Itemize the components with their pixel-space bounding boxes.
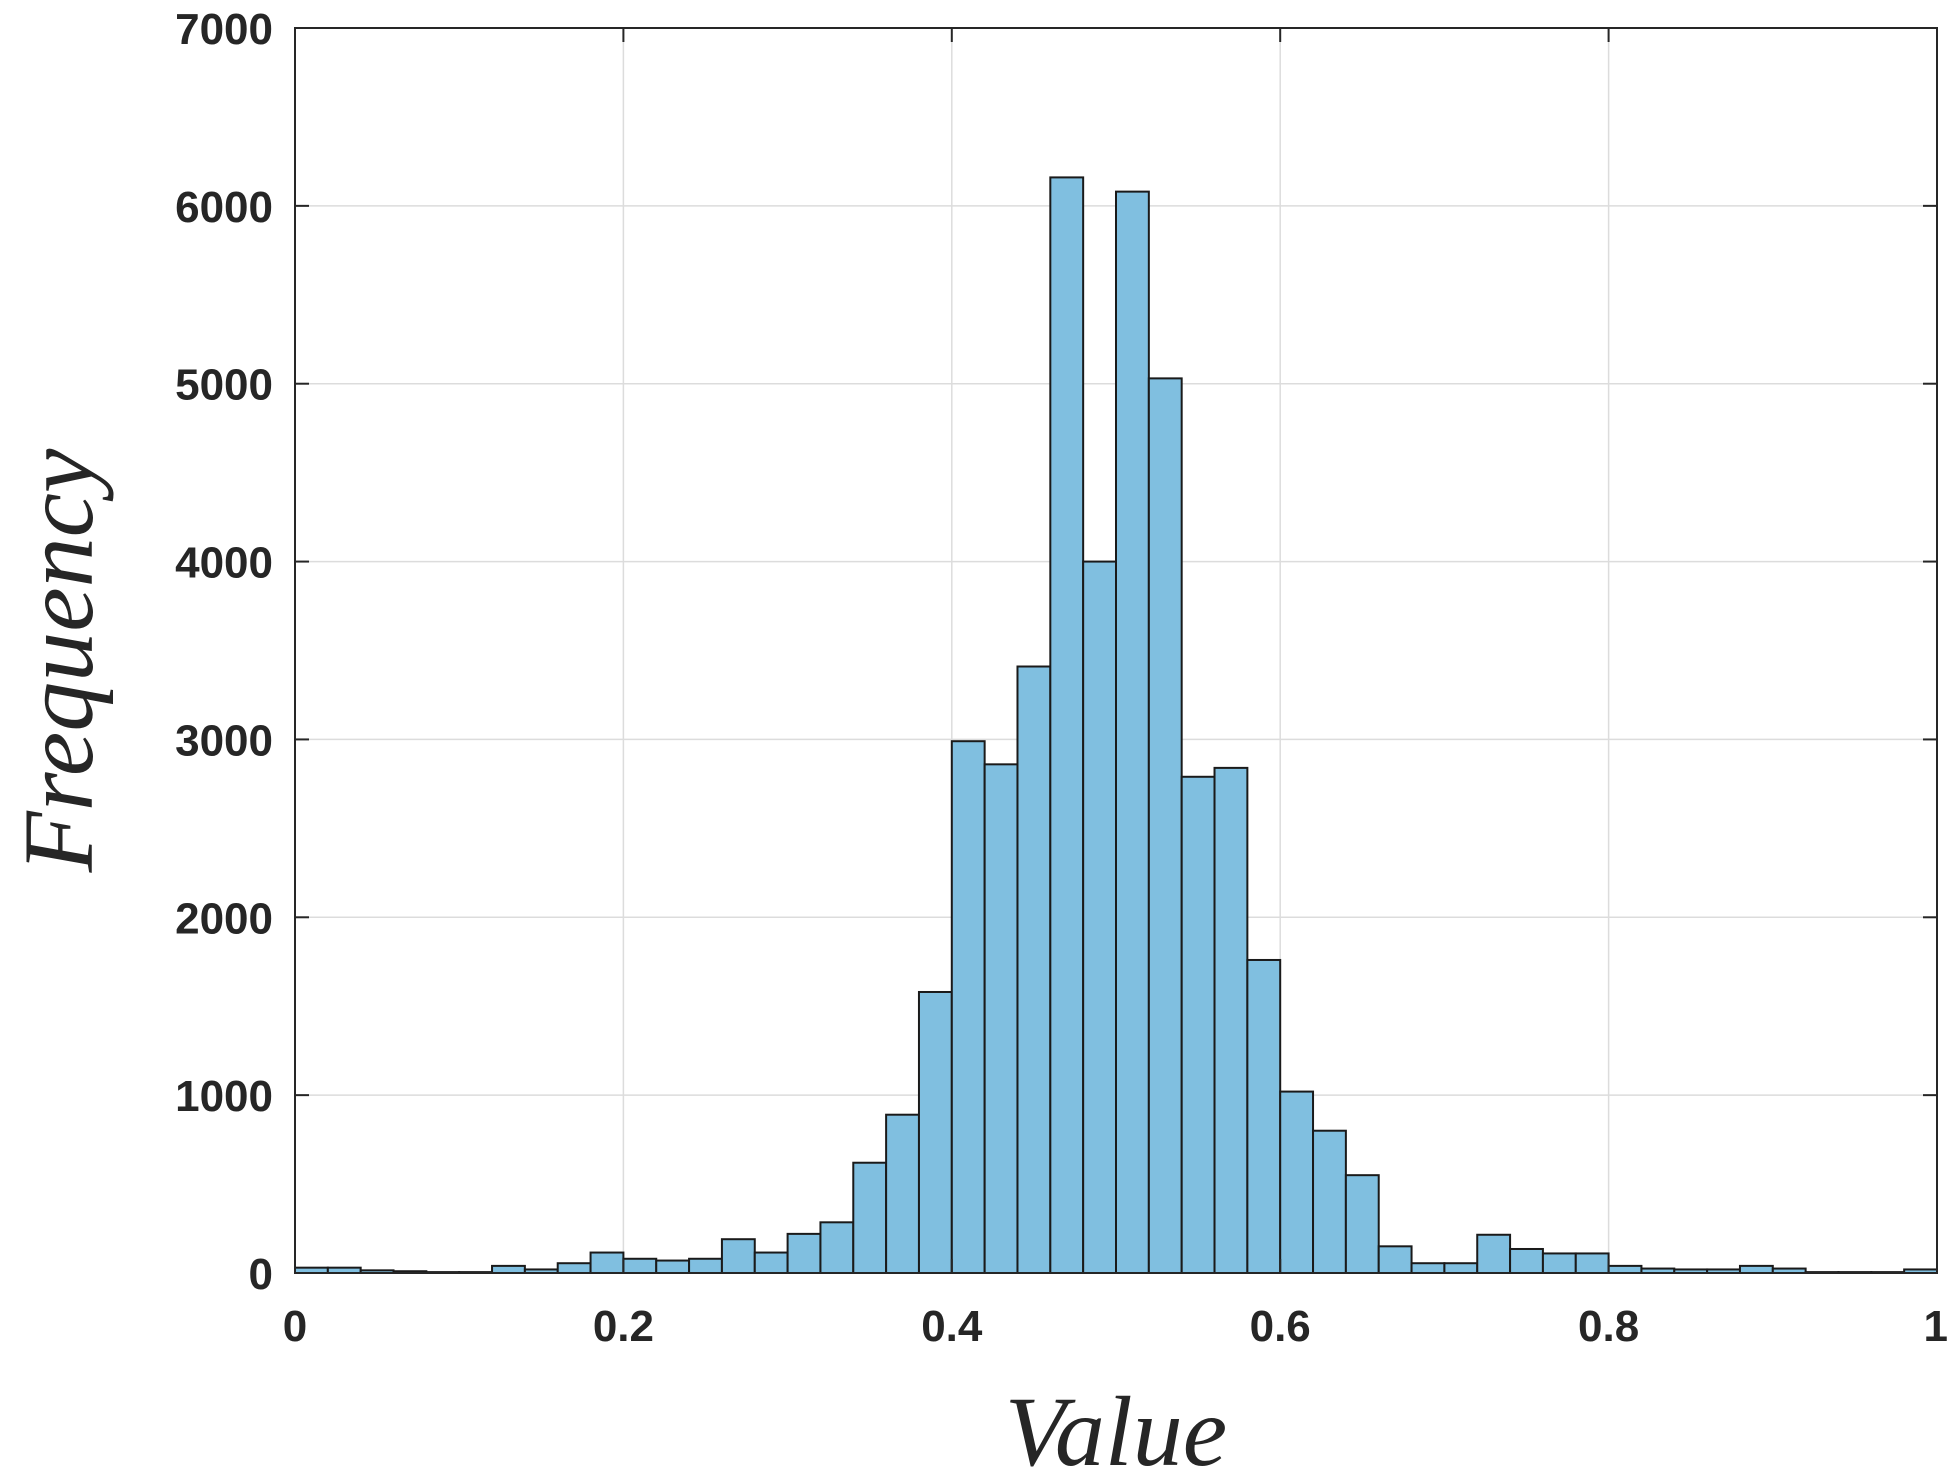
histogram-bar-21 xyxy=(983,763,1019,1274)
histogram-bar-33 xyxy=(1377,1245,1413,1274)
histogram-bar-31 xyxy=(1312,1129,1347,1274)
histogram-bar-38 xyxy=(1541,1252,1577,1274)
y-tick-label-6: 6000 xyxy=(175,183,273,232)
histogram-bar-27 xyxy=(1180,775,1216,1274)
histogram-bar-9 xyxy=(589,1251,625,1274)
y-tick-label-2: 2000 xyxy=(175,894,273,943)
histogram-bar-39 xyxy=(1574,1252,1610,1274)
histogram-bar-30 xyxy=(1279,1090,1315,1274)
histogram-bar-14 xyxy=(753,1251,789,1274)
histogram-bar-29 xyxy=(1246,958,1282,1274)
histogram-bar-28 xyxy=(1213,766,1249,1275)
axis-ticks xyxy=(294,27,1938,1274)
histogram-bar-6 xyxy=(491,1264,526,1275)
y-axis-label: Frequency xyxy=(3,448,114,873)
histogram-bar-26 xyxy=(1147,377,1183,1274)
histogram-bar-18 xyxy=(885,1113,920,1275)
y-tick-label-0: 0 xyxy=(249,1250,273,1299)
x-tick-label-3: 0.6 xyxy=(1250,1302,1311,1351)
histogram-bar-25 xyxy=(1115,190,1150,1275)
histogram-bar-23 xyxy=(1049,176,1085,1274)
histogram-bar-17 xyxy=(852,1161,888,1274)
histogram-bar-16 xyxy=(819,1221,855,1274)
histogram-bar-8 xyxy=(556,1262,592,1275)
y-tick-labels: 0 1000 2000 3000 4000 5000 6000 7000 xyxy=(175,5,273,1299)
histogram-bar-20 xyxy=(950,740,986,1274)
x-axis-label: Value xyxy=(1005,1376,1227,1478)
histogram-bar-19 xyxy=(917,990,953,1274)
histogram-bar-32 xyxy=(1344,1174,1380,1275)
x-tick-label-5: 1 xyxy=(1924,1302,1948,1351)
histogram-bar-24 xyxy=(1082,560,1118,1274)
y-tick-label-3: 3000 xyxy=(175,716,273,765)
histogram-bar-12 xyxy=(688,1257,723,1275)
x-tick-label-2: 0.4 xyxy=(921,1302,983,1351)
x-tick-label-4: 0.8 xyxy=(1578,1302,1639,1351)
histogram-bar-36 xyxy=(1476,1233,1512,1275)
histogram-bar-22 xyxy=(1016,665,1052,1274)
histogram-bar-37 xyxy=(1509,1247,1544,1274)
histogram-bar-44 xyxy=(1738,1264,1774,1275)
x-tick-label-1: 0.2 xyxy=(593,1302,654,1351)
plot-area-frame xyxy=(294,27,1938,1274)
y-tick-label-4: 4000 xyxy=(175,539,273,588)
x-tick-label-0: 0 xyxy=(283,1302,307,1351)
histogram-bar-10 xyxy=(622,1257,658,1275)
histogram-bar-13 xyxy=(720,1238,756,1275)
x-tick-labels: 0 0.2 0.4 0.6 0.8 1 xyxy=(283,1302,1948,1351)
histogram-bar-40 xyxy=(1607,1264,1643,1275)
histogram-bar-11 xyxy=(655,1259,691,1275)
histogram-bar-34 xyxy=(1410,1262,1446,1275)
y-tick-label-5: 5000 xyxy=(175,361,273,410)
histogram-bar-35 xyxy=(1443,1262,1479,1275)
histogram-bar-15 xyxy=(786,1232,822,1275)
y-tick-label-1: 1000 xyxy=(175,1072,273,1121)
y-tick-label-7: 7000 xyxy=(175,5,273,54)
